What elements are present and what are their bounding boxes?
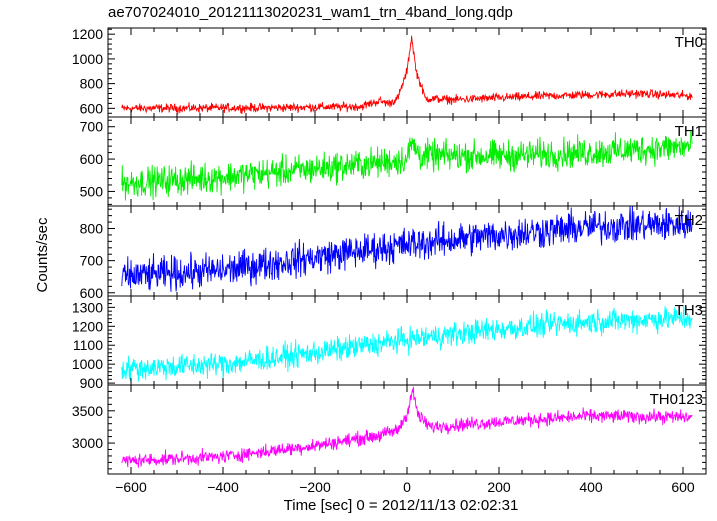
y-tick-label: 1200	[72, 318, 103, 334]
panel-label: TH1	[675, 123, 703, 140]
x-axis: −600 −400 −200 0 200 400 600	[115, 479, 695, 495]
panel-th1: 500 600 700 TH1	[80, 116, 707, 207]
panel-label: TH0123	[650, 391, 703, 408]
y-tick-label: 1100	[73, 337, 103, 353]
series-line-th1	[121, 129, 693, 201]
panel-frame	[107, 205, 707, 297]
series-line-th3	[121, 305, 693, 382]
x-tick-label: −600	[115, 479, 147, 495]
x-tick-label: −400	[207, 479, 239, 495]
panel-th2: 600 700 800 TH2	[80, 205, 707, 301]
y-tick-label: 900	[80, 375, 104, 391]
y-tick-label: 1200	[72, 26, 103, 42]
chart-title: ae707024010_20121113020231_wam1_trn_4ban…	[108, 4, 513, 21]
series-line-th2	[121, 205, 693, 292]
y-tick-label: 500	[80, 183, 104, 199]
x-tick-label: 200	[487, 479, 511, 495]
y-tick-label: 700	[80, 119, 104, 135]
y-tick-label: 800	[80, 76, 104, 92]
y-tick-label: 600	[80, 151, 104, 167]
panel-frame	[107, 116, 707, 207]
series-line-th0	[121, 35, 693, 115]
panel-label: TH0	[675, 34, 703, 51]
series-line-th0123	[121, 386, 693, 468]
x-tick-label: 400	[579, 479, 603, 495]
panel-label: TH2	[675, 212, 703, 229]
panels-group: 600 800 1000 1200 TH0 500 600 700 TH1 600 700 800 TH…	[72, 26, 707, 475]
y-tick-label: 800	[80, 221, 104, 237]
y-axis-label: Counts/sec	[34, 217, 51, 293]
panel-th0123: 3000 3500 TH0123	[72, 384, 707, 475]
y-tick-label: 600	[80, 285, 104, 301]
panel-th3: 900 1000 1100 1200 1300 TH3	[72, 295, 707, 391]
y-tick-label: 700	[80, 253, 104, 269]
y-tick-label: 3500	[72, 403, 103, 419]
y-tick-label: 600	[80, 100, 104, 116]
y-tick-label: 3000	[72, 435, 103, 451]
y-tick-label: 1300	[72, 299, 103, 315]
panel-th0: 600 800 1000 1200 TH0	[72, 26, 707, 118]
x-tick-label: 600	[671, 479, 695, 495]
x-tick-label: 0	[403, 479, 411, 495]
y-tick-label: 1000	[72, 356, 103, 372]
y-tick-label: 1000	[72, 51, 103, 67]
x-axis-label: Time [sec] 0 = 2012/11/13 02:02:31	[284, 497, 519, 514]
panel-label: TH3	[675, 302, 703, 319]
x-tick-label: −200	[299, 479, 331, 495]
